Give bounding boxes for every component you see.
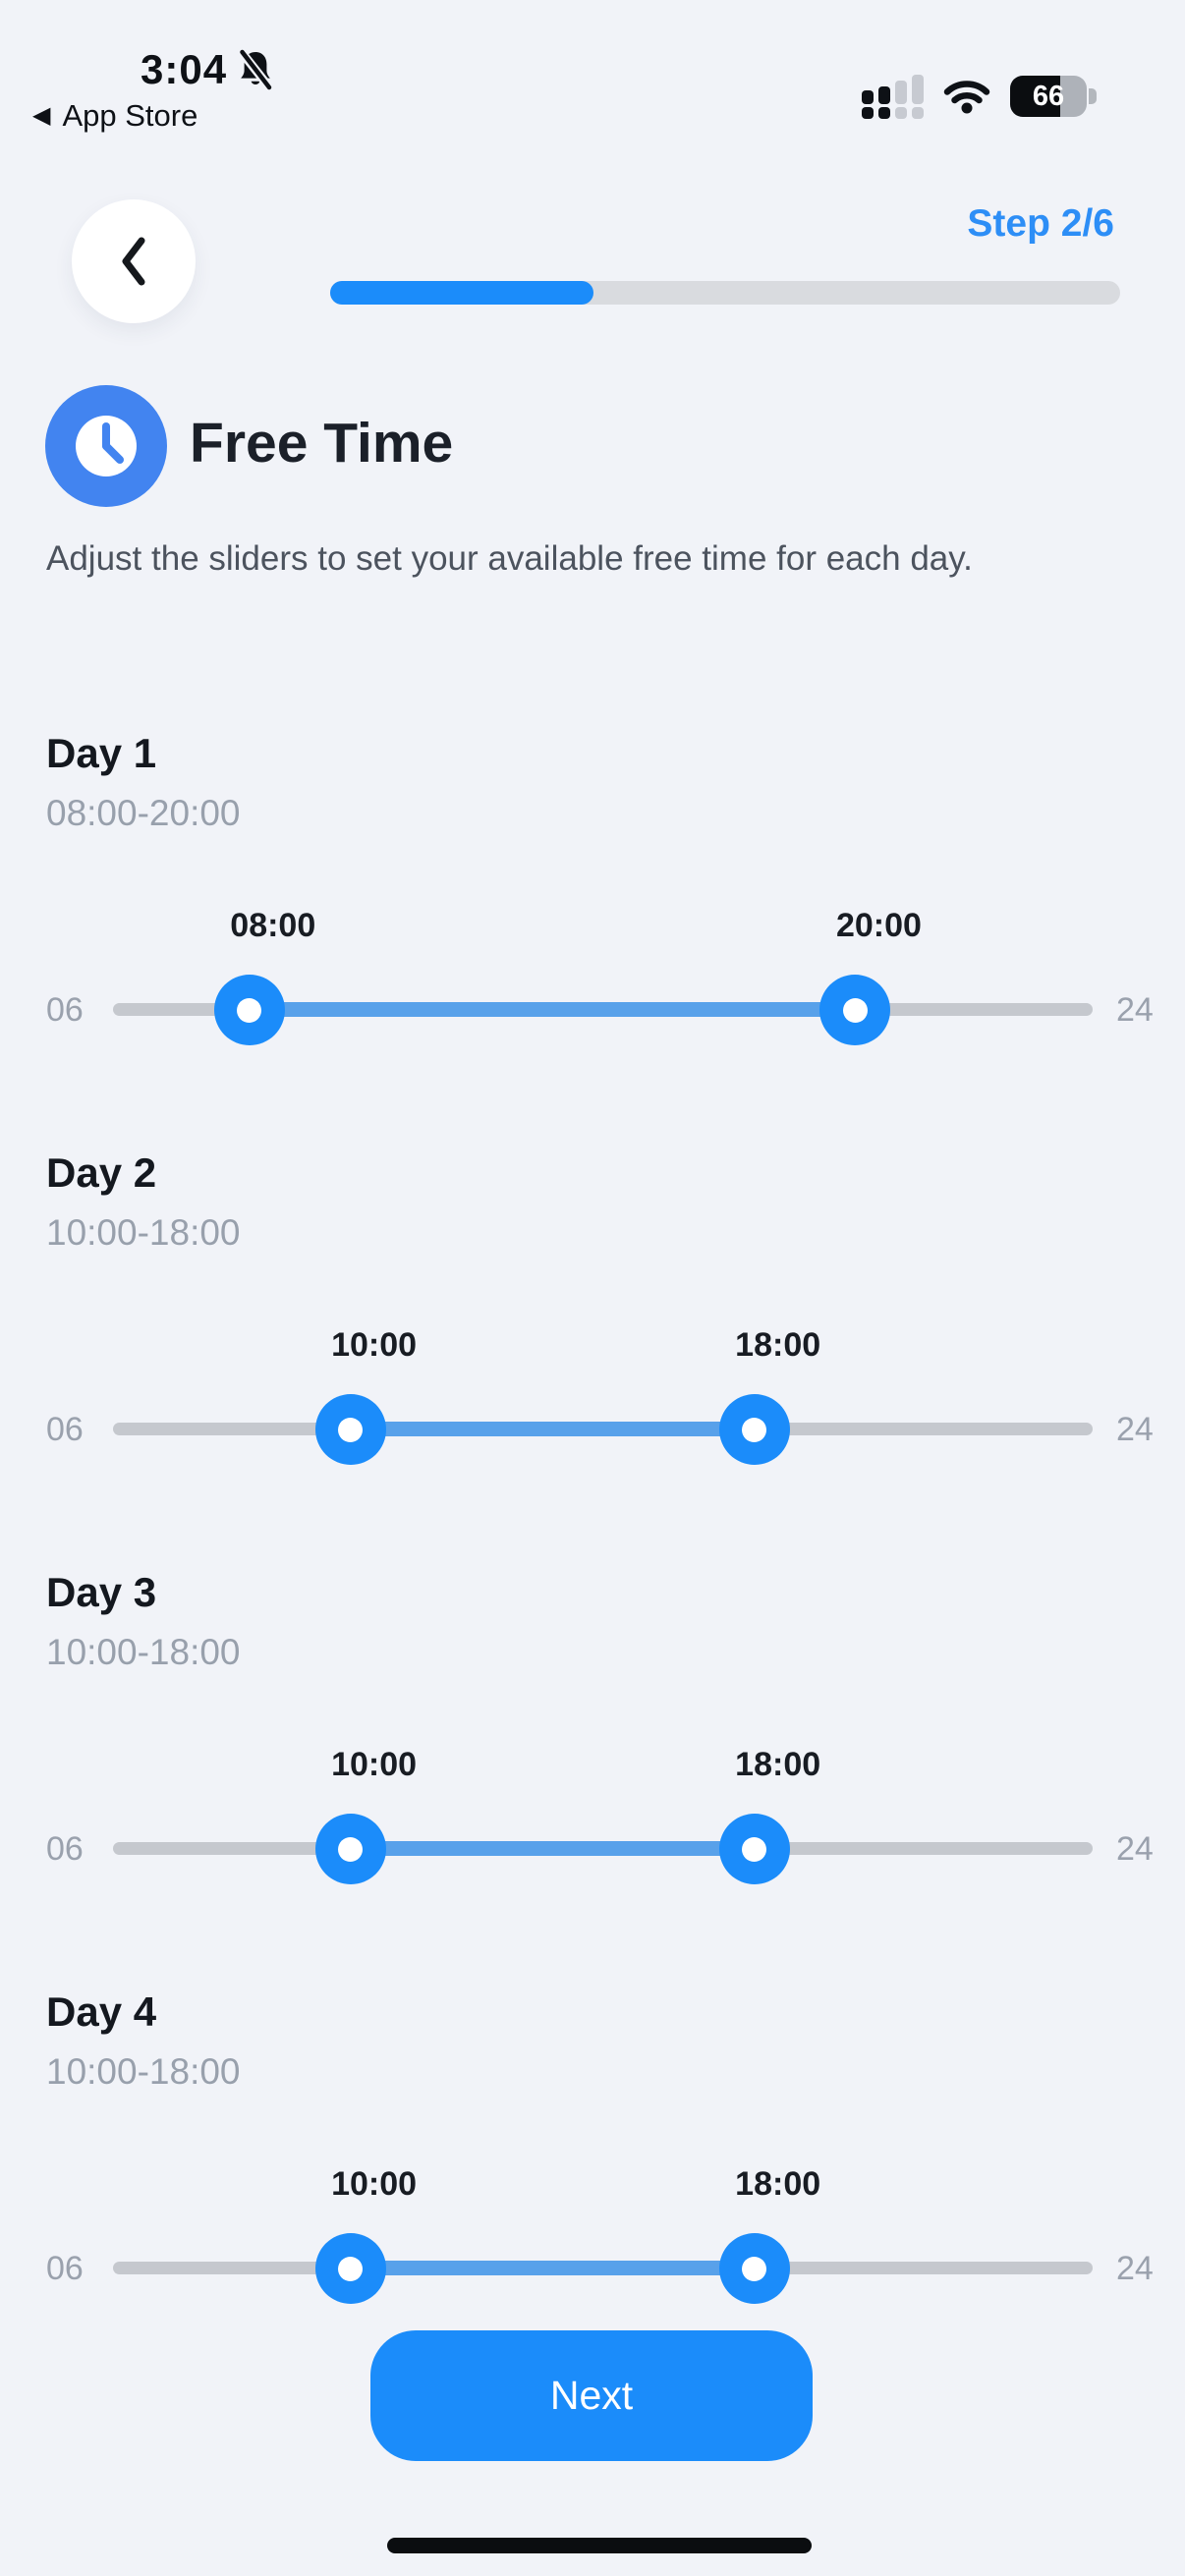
- slider-start-value-label: 08:00: [230, 907, 316, 944]
- handle-dot: [338, 1836, 364, 1862]
- day-range-value: 08:00-20:00: [46, 793, 241, 833]
- slider-range-fill: [350, 2261, 755, 2275]
- chevron-left-icon: [114, 233, 153, 290]
- slider-end-value-label: 20:00: [835, 907, 922, 944]
- next-button-label: Next: [549, 2373, 634, 2418]
- battery-nub: [1089, 88, 1097, 104]
- day-section: Day 4 10:00-18:00 10:00 18:00 06 24: [0, 1988, 1185, 2408]
- day-section: Day 2 10:00-18:00 10:00 18:00 06 24: [0, 1149, 1185, 1569]
- handle-dot: [338, 2256, 364, 2281]
- slider-start-handle[interactable]: [314, 2233, 386, 2304]
- clock-icon: [45, 385, 167, 507]
- slider-start-value-label: 10:00: [331, 2165, 418, 2203]
- slider-end-value-label: 18:00: [735, 1326, 821, 1364]
- next-button[interactable]: Next: [370, 2330, 813, 2461]
- slider-max-label: 24: [1116, 991, 1154, 1029]
- home-indicator[interactable]: [387, 2538, 812, 2553]
- days-list: Day 1 08:00-20:00 08:00 20:00 06 24 Day …: [0, 730, 1185, 2408]
- day-section: Day 3 10:00-18:00 10:00 18:00 06 24: [0, 1569, 1185, 1988]
- slider-max-label: 24: [1116, 2250, 1154, 2287]
- time-range-slider: 10:00 18:00 06 24: [0, 1149, 1185, 1569]
- status-bar-left: 3:04: [141, 46, 274, 93]
- slider-range-fill: [350, 1422, 755, 1436]
- battery-indicator: 66: [1010, 76, 1097, 117]
- status-time: 3:04: [141, 46, 228, 92]
- time-range-slider: 10:00 18:00 06 24: [0, 1569, 1185, 1988]
- handle-dot: [338, 1417, 364, 1442]
- status-back-link-label: App Store: [62, 98, 198, 133]
- slider-range-fill: [350, 1841, 755, 1856]
- status-bar-right: 66: [862, 73, 1097, 120]
- slider-min-label: 06: [46, 1830, 84, 1868]
- day-title: Day 1: [46, 730, 157, 776]
- slider-end-value-label: 18:00: [735, 2165, 821, 2203]
- slider-max-label: 24: [1116, 1830, 1154, 1868]
- slider-track[interactable]: [113, 1841, 1093, 1856]
- slider-end-handle[interactable]: [718, 2233, 790, 2304]
- day-range-value: 10:00-18:00: [46, 1632, 241, 1672]
- section-icon-badge: [45, 385, 167, 507]
- time-range-slider: 10:00 18:00 06 24: [0, 1988, 1185, 2408]
- slider-start-value-label: 10:00: [331, 1746, 418, 1783]
- battery-fill: [1010, 76, 1061, 117]
- day-range-value: 10:00-18:00: [46, 1212, 241, 1253]
- day-range-value: 10:00-18:00: [46, 2051, 241, 2092]
- slider-range-fill: [249, 1002, 856, 1017]
- wifi-icon: [943, 79, 990, 114]
- progress-bar-fill: [330, 281, 593, 305]
- back-triangle-icon: ◀: [32, 102, 51, 129]
- day-title: Day 3: [46, 1569, 157, 1615]
- slider-start-handle[interactable]: [314, 1394, 386, 1465]
- slider-min-label: 06: [46, 1411, 84, 1448]
- status-back-link[interactable]: ◀ App Store: [32, 98, 198, 134]
- slider-end-value-label: 18:00: [735, 1746, 821, 1783]
- day-section: Day 1 08:00-20:00 08:00 20:00 06 24: [0, 730, 1185, 1149]
- time-range-slider: 08:00 20:00 06 24: [0, 730, 1185, 1149]
- handle-dot: [742, 1836, 767, 1862]
- notifications-muted-icon: [237, 49, 274, 90]
- slider-start-handle[interactable]: [213, 975, 285, 1045]
- slider-start-handle[interactable]: [314, 1814, 386, 1884]
- handle-dot: [842, 997, 868, 1023]
- slider-min-label: 06: [46, 2250, 84, 2287]
- handle-dot: [742, 2256, 767, 2281]
- page-description: Adjust the sliders to set your available…: [46, 539, 973, 578]
- slider-end-handle[interactable]: [819, 975, 891, 1045]
- handle-dot: [742, 1417, 767, 1442]
- slider-end-handle[interactable]: [718, 1394, 790, 1465]
- handle-dot: [237, 997, 262, 1023]
- day-title: Day 2: [46, 1149, 157, 1196]
- day-title: Day 4: [46, 1988, 157, 2035]
- slider-max-label: 24: [1116, 1411, 1154, 1448]
- slider-start-value-label: 10:00: [331, 1326, 418, 1364]
- slider-min-label: 06: [46, 991, 84, 1029]
- slider-track[interactable]: [113, 2261, 1093, 2275]
- step-indicator: Step 2/6: [967, 202, 1114, 245]
- slider-track[interactable]: [113, 1422, 1093, 1436]
- progress-bar: [330, 281, 1120, 305]
- back-button[interactable]: [72, 199, 196, 323]
- battery-percent: 66: [1032, 80, 1065, 112]
- cellular-signal-icon: [862, 74, 924, 119]
- slider-end-handle[interactable]: [718, 1814, 790, 1884]
- page-title: Free Time: [190, 412, 454, 475]
